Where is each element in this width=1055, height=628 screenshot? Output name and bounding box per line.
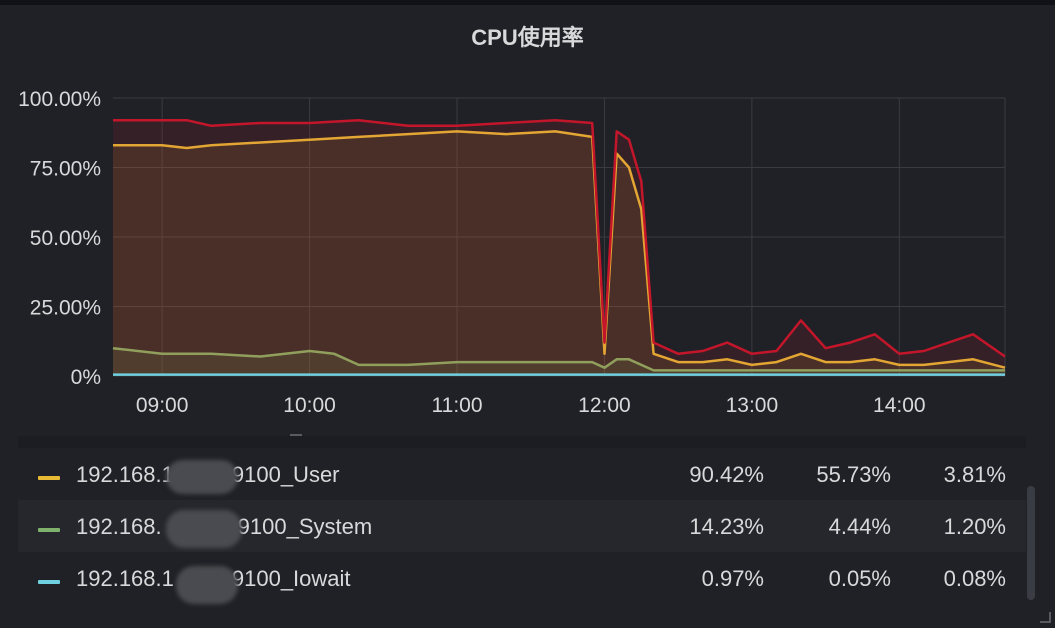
series-line bbox=[112, 346, 1005, 372]
series-line bbox=[113, 130, 1006, 369]
y-tick-label: 0% bbox=[71, 366, 101, 389]
legend-avg-value: 55.73% bbox=[816, 462, 891, 487]
legend-series-name[interactable]: 192.168. 9100_System bbox=[76, 514, 373, 539]
legend-avg-value: 0.05% bbox=[828, 566, 891, 591]
y-tick-label: 25.00% bbox=[30, 297, 101, 320]
y-tick-label: 75.00% bbox=[30, 158, 101, 181]
legend-header bbox=[18, 436, 1026, 448]
legend-max-value: 14.23% bbox=[689, 514, 764, 539]
legend-max-value: 90.42% bbox=[689, 462, 764, 487]
legend-current-value: 0.08% bbox=[943, 566, 1006, 591]
legend-current-value: 1.20% bbox=[943, 514, 1006, 539]
iowait-series-swatch[interactable] bbox=[38, 580, 60, 584]
legend-sort-marker bbox=[290, 434, 302, 436]
x-tick-label: 09:00 bbox=[136, 394, 189, 417]
x-tick-label: 13:00 bbox=[726, 394, 779, 417]
panel-resize-handle[interactable] bbox=[1040, 612, 1051, 623]
user-series-swatch[interactable] bbox=[38, 476, 60, 480]
panel-title[interactable]: CPU使用率 bbox=[471, 25, 584, 50]
redaction-blur-1 bbox=[166, 460, 238, 494]
redaction-blur-2 bbox=[166, 510, 242, 548]
legend-current-value: 3.81% bbox=[943, 462, 1006, 487]
legend-row-iowait[interactable]: 192.168.1 9100_Iowait 0.97% 0.05% 0.08% bbox=[18, 552, 1026, 604]
legend-scrollbar[interactable] bbox=[1027, 486, 1035, 600]
redaction-blur-3 bbox=[176, 566, 238, 604]
y-tick-label: 50.00% bbox=[30, 227, 101, 250]
x-tick-label: 14:00 bbox=[873, 394, 926, 417]
legend-series-name[interactable]: 192.168.1 9100_User bbox=[76, 462, 340, 487]
system-series-swatch[interactable] bbox=[38, 528, 60, 532]
y-tick-label: 100.00% bbox=[18, 88, 101, 111]
series-line bbox=[113, 118, 1006, 358]
x-tick-label: 12:00 bbox=[578, 394, 631, 417]
legend-row-user[interactable]: 192.168.1 9100_User 90.42% 55.73% 3.81% bbox=[18, 448, 1026, 500]
x-tick-label: 11:00 bbox=[432, 394, 483, 417]
legend-avg-value: 4.44% bbox=[828, 514, 891, 539]
series-area bbox=[113, 131, 1005, 376]
x-tick-label: 10:00 bbox=[283, 394, 336, 417]
legend-max-value: 0.97% bbox=[701, 566, 764, 591]
series-area bbox=[113, 120, 1005, 376]
legend-series-name[interactable]: 192.168.1 9100_Iowait bbox=[76, 566, 351, 591]
cpu-usage-chart[interactable]: 100.00% 75.00% 50.00% 25.00% 0% 09:00 10:00 11:… bbox=[0, 0, 1055, 440]
